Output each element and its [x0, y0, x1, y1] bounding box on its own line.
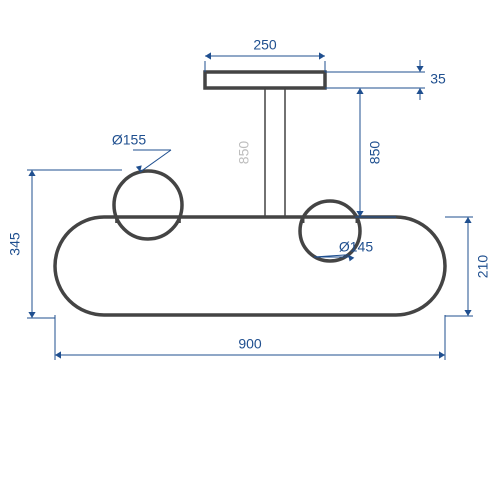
svg-text:250: 250	[253, 37, 277, 53]
ceiling-mount	[205, 72, 325, 88]
drop-length-grey: 850	[236, 141, 252, 165]
svg-text:35: 35	[430, 71, 446, 87]
svg-text:850: 850	[367, 141, 383, 165]
ring-left	[114, 171, 182, 239]
svg-text:Ø145: Ø145	[339, 239, 373, 255]
svg-text:345: 345	[7, 232, 23, 256]
capsule-body	[55, 217, 445, 315]
svg-text:900: 900	[238, 336, 262, 352]
svg-text:Ø155: Ø155	[112, 132, 146, 148]
svg-text:210: 210	[475, 255, 491, 279]
